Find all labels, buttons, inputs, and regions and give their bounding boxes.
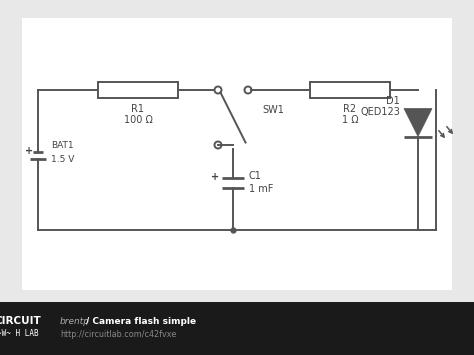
Text: 1 mF: 1 mF: [249, 184, 273, 194]
Text: ~W~ H LAB: ~W~ H LAB: [0, 329, 39, 338]
Text: R1: R1: [131, 104, 145, 114]
Text: +: +: [211, 172, 219, 182]
Text: http://circuitlab.com/c42fvxe: http://circuitlab.com/c42fvxe: [60, 330, 176, 339]
Text: 1 Ω: 1 Ω: [342, 115, 358, 125]
Bar: [22, 18, 452, 290]
Polygon shape: [404, 109, 432, 137]
Text: D1: D1: [386, 95, 400, 105]
Text: CIRCUIT: CIRCUIT: [0, 317, 41, 327]
Text: 1.5 V: 1.5 V: [51, 155, 74, 164]
Text: +: +: [25, 146, 33, 155]
Text: QED123: QED123: [360, 108, 400, 118]
Bar: [310, 82, 390, 98]
Text: / Camera flash simple: / Camera flash simple: [86, 317, 196, 326]
Bar: [98, 82, 178, 98]
Text: 100 Ω: 100 Ω: [124, 115, 153, 125]
Text: C1: C1: [249, 171, 262, 181]
Text: BAT1: BAT1: [51, 142, 73, 151]
Text: R2: R2: [344, 104, 356, 114]
Bar: [0, 302, 474, 355]
Text: SW1: SW1: [262, 105, 284, 115]
Text: brentp: brentp: [60, 317, 90, 326]
